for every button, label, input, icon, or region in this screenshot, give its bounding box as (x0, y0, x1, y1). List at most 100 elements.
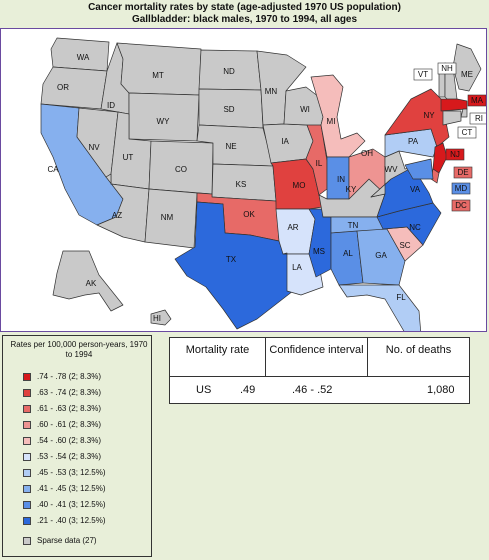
state-fl (338, 284, 422, 331)
legend-label: .40 - .41 (3; 12.5%) (37, 500, 106, 509)
legend-swatch (23, 452, 31, 461)
state-wv (370, 150, 414, 198)
header-number-of-deaths: No. of deaths (385, 344, 452, 356)
callout-label-de: DE (457, 168, 468, 177)
state-label-ny: NY (423, 111, 435, 120)
state-label-ne: NE (225, 142, 236, 151)
state-tx (174, 201, 294, 330)
state-label-il: IL (316, 159, 323, 168)
state-label-al: AL (343, 249, 353, 258)
state-label-wv: WV (385, 165, 399, 174)
state-label-me: ME (461, 70, 473, 79)
state-ri (460, 108, 468, 118)
table-divider (170, 376, 469, 377)
legend-label: .45 - .53 (3; 12.5%) (37, 468, 106, 477)
legend-label: .61 - .63 (2; 8.3%) (37, 404, 102, 413)
state-label-ga: GA (375, 251, 387, 260)
state-al (330, 230, 364, 286)
legend-item: .21 - .40 (3; 12.5%) (23, 514, 105, 528)
callout-box-md (451, 182, 471, 195)
state-label-sd: SD (223, 105, 234, 114)
callout-box-ma (467, 94, 486, 107)
header-confidence-interval: Confidence interval (266, 338, 368, 376)
legend-label: .41 - .45 (3; 12.5%) (37, 484, 106, 493)
state-label-nv: NV (88, 143, 100, 152)
state-hi (150, 309, 172, 326)
state-label-wy: WY (157, 117, 171, 126)
legend: Rates per 100,000 person-years, 1970 to … (2, 335, 152, 557)
state-label-ks: KS (236, 180, 247, 189)
callout-label-ct: CT (462, 128, 473, 137)
summary-deaths: 1,080 (427, 384, 455, 396)
state-label-ut: UT (123, 153, 134, 162)
header-mortality-rate: Mortality rate (170, 338, 266, 376)
legend-item: .63 - .74 (2; 8.3%) (23, 386, 101, 400)
legend-title: Rates per 100,000 person-years, 1970 to … (10, 340, 148, 359)
legend-label: Sparse data (27) (37, 536, 97, 545)
callout-box-dc (451, 199, 471, 212)
state-md (404, 158, 434, 180)
legend-item: .54 - .60 (2; 8.3%) (23, 434, 101, 448)
legend-item: .45 - .53 (3; 12.5%) (23, 466, 105, 480)
state-me (452, 43, 482, 92)
legend-item: .53 - .54 (2; 8.3%) (23, 450, 101, 464)
state-label-nd: ND (223, 67, 235, 76)
state-label-mt: MT (152, 71, 164, 80)
state-label-mi: MI (327, 117, 336, 126)
legend-label: .74 - .78 (2; 8.3%) (37, 372, 102, 381)
legend-item: .74 - .78 (2; 8.3%) (23, 370, 101, 384)
map-frame: VT NH MA RI CT NJ DE MD DC WA OR CA NV ID MT WY UT CO AZ N… (0, 28, 487, 332)
state-label-ca: CA (47, 165, 59, 174)
callout-box-ri (469, 112, 486, 125)
state-ga (356, 228, 406, 286)
legend-label: .60 - .61 (2; 8.3%) (37, 420, 102, 429)
state-nj (432, 142, 448, 174)
callout-label-vt: VT (418, 70, 428, 79)
state-or (40, 66, 108, 110)
state-label-oh: OH (361, 149, 373, 158)
state-label-fl: FL (396, 293, 406, 302)
state-label-ms: MS (313, 247, 325, 256)
state-label-wi: WI (300, 105, 310, 114)
state-label-or: OR (57, 83, 69, 92)
callout-label-ri: RI (475, 114, 483, 123)
callout-box-vt (413, 68, 433, 81)
state-label-wa: WA (77, 53, 90, 62)
legend-swatch (23, 420, 31, 429)
callout-box-de (453, 166, 473, 179)
legend-item: .60 - .61 (2; 8.3%) (23, 418, 101, 432)
callout-label-nj: NJ (450, 150, 460, 159)
state-label-co: CO (175, 165, 187, 174)
state-label-mo: MO (293, 181, 306, 190)
legend-item: .40 - .41 (3; 12.5%) (23, 498, 105, 512)
state-label-ak: AK (86, 279, 97, 288)
state-label-tn: TN (348, 221, 359, 230)
legend-swatch (23, 372, 31, 381)
summary-area: US (196, 384, 212, 396)
state-label-in: IN (337, 175, 345, 184)
summary-confidence-interval: .46 - .52 (292, 384, 333, 396)
state-label-va: VA (410, 185, 421, 194)
state-label-nc: NC (409, 223, 421, 232)
state-ak (52, 250, 124, 312)
state-label-la: LA (292, 263, 302, 272)
legend-label: .53 - .54 (2; 8.3%) (37, 452, 102, 461)
legend-swatch (23, 404, 31, 413)
state-label-ar: AR (287, 223, 298, 232)
legend-label: .54 - .60 (2; 8.3%) (37, 436, 102, 445)
legend-swatch (23, 468, 31, 477)
summary-rate: .49 (240, 384, 256, 396)
state-label-nm: NM (161, 213, 174, 222)
legend-swatch (23, 484, 31, 493)
state-label-pa: PA (408, 137, 419, 146)
callout-box-nj (445, 148, 465, 161)
legend-swatch (23, 388, 31, 397)
state-label-ia: IA (281, 137, 289, 146)
legend-item: Sparse data (27) (23, 534, 97, 548)
state-ma (440, 98, 468, 112)
title-line-1: Cancer mortality rates by state (age-adj… (88, 2, 401, 13)
title-line-2: Gallbladder: black males, 1970 to 1994, … (131, 14, 358, 25)
callout-box-nh (437, 62, 457, 75)
legend-swatch (23, 500, 31, 509)
